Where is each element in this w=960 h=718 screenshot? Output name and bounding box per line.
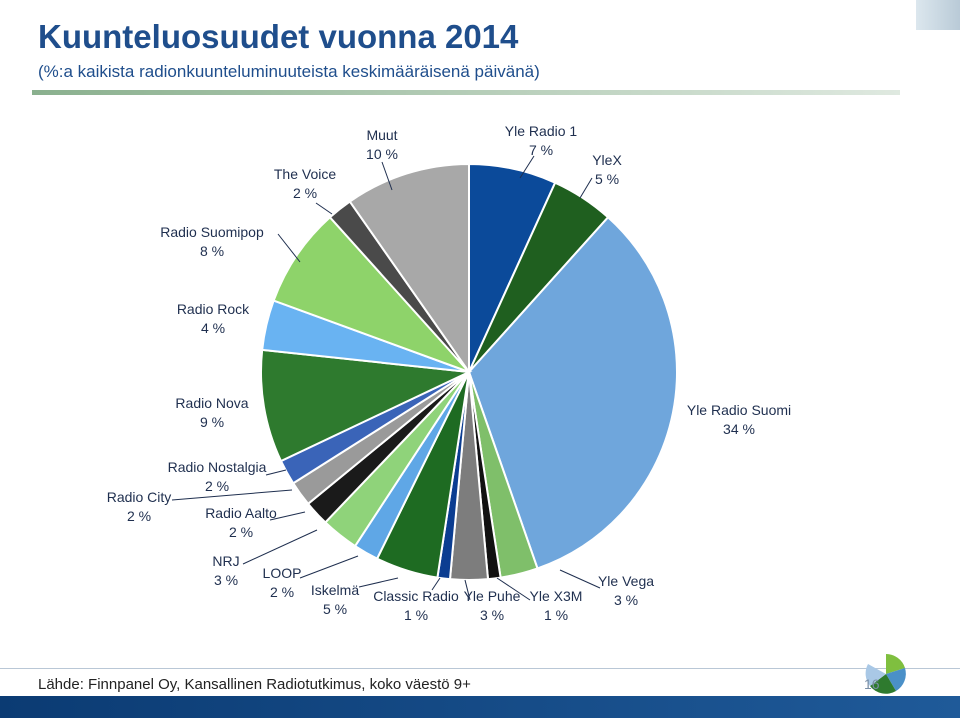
company-logo-icon <box>865 654 906 694</box>
slice-value-yle-puhe: 3 % <box>480 607 504 623</box>
page-title: Kuunteluosuudet vuonna 2014 <box>38 18 519 55</box>
slice-value-yle-radio-1: 7 % <box>529 142 553 158</box>
slice-label-yle-x3m: Yle X3M <box>530 588 583 604</box>
slice-value-radio-city: 2 % <box>127 508 151 524</box>
page-number: 16 <box>864 676 880 692</box>
leader-line-yle-vega <box>559 569 601 589</box>
page-subtitle: (%:a kaikista radionkuunteluminuuteista … <box>38 62 540 81</box>
pie-slice-yle-radio-suomi <box>467 215 678 570</box>
leader-line-iskelma <box>358 577 399 588</box>
slice-label-radio-city: Radio City <box>107 489 172 505</box>
slice-value-nrj: 3 % <box>214 572 238 588</box>
pie-slice-muut <box>348 162 470 376</box>
leader-line-ylex <box>579 177 593 199</box>
footer-divider <box>0 668 960 669</box>
slice-label-yle-radio-1: Yle Radio 1 <box>505 123 578 139</box>
slice-value-muut: 10 % <box>366 146 398 162</box>
footer-bar <box>0 696 960 718</box>
leader-line-yle-puhe <box>464 579 471 601</box>
slice-value-radio-suomipop: 8 % <box>200 243 224 259</box>
slice-value-ylex: 5 % <box>595 171 619 187</box>
leader-line-loop <box>299 555 359 579</box>
slice-label-yle-vega: Yle Vega <box>598 573 654 589</box>
slice-value-iskelma: 5 % <box>323 601 347 617</box>
leader-line-yle-radio-1 <box>519 155 535 179</box>
label-leader-lines <box>171 155 601 601</box>
slice-label-iskelma: Iskelmä <box>311 582 359 598</box>
slice-label-nrj: NRJ <box>212 553 239 569</box>
source-note: Lähde: Finnpanel Oy, Kansallinen Radiotu… <box>38 676 471 693</box>
slice-label-radio-rock: Radio Rock <box>177 301 250 317</box>
slice-label-yle-radio-suomi: Yle Radio Suomi <box>687 402 791 418</box>
slice-label-the-voice: The Voice <box>274 166 336 182</box>
slice-value-radio-rock: 4 % <box>201 320 225 336</box>
slice-label-ylex: YleX <box>592 152 622 168</box>
slice-value-classic-radio: 1 % <box>404 607 428 623</box>
leader-line-radio-city <box>171 489 293 501</box>
pie-slice-radio-nova <box>259 348 473 463</box>
slice-label-radio-nostalgia: Radio Nostalgia <box>168 459 267 475</box>
pie-chart: Yle Radio 1 7 % YleX 5 % Yle Radio Suomi 34 %… <box>107 123 791 623</box>
slice-value-radio-nova: 9 % <box>200 414 224 430</box>
leader-line-nrj <box>242 529 318 565</box>
slice-value-yle-x3m: 1 % <box>544 607 568 623</box>
leader-line-the-voice <box>315 202 333 215</box>
pie-slice-radio-suomipop <box>272 215 470 373</box>
slice-label-radio-aalto: Radio Aalto <box>205 505 277 521</box>
corner-decoration <box>916 0 960 30</box>
leader-line-muut <box>381 161 393 191</box>
leader-line-classic-radio <box>431 577 441 591</box>
leader-line-yle-x3m <box>496 577 531 601</box>
leader-line-radio-suomipop <box>277 233 301 263</box>
slice-value-yle-vega: 3 % <box>614 592 638 608</box>
pie-labels: Yle Radio 1 7 % YleX 5 % Yle Radio Suomi 34 %… <box>107 123 791 623</box>
slice-label-radio-nova: Radio Nova <box>175 395 248 411</box>
slice-value-radio-aalto: 2 % <box>229 524 253 540</box>
slice-label-yle-puhe: Yle Puhe <box>464 588 521 604</box>
slice-label-muut: Muut <box>366 127 397 143</box>
slice-value-yle-radio-suomi: 34 % <box>723 421 755 437</box>
slice-label-classic-radio: Classic Radio <box>373 588 459 604</box>
slice-label-radio-suomipop: Radio Suomipop <box>160 224 264 240</box>
slice-value-radio-nostalgia: 2 % <box>205 478 229 494</box>
slice-value-the-voice: 2 % <box>293 185 317 201</box>
slice-value-loop: 2 % <box>270 584 294 600</box>
leader-line-radio-nostalgia <box>265 469 287 476</box>
pie-slices <box>259 162 678 582</box>
title-divider <box>32 90 900 95</box>
leader-line-radio-aalto <box>269 511 306 521</box>
slice-label-loop: LOOP <box>263 565 302 581</box>
